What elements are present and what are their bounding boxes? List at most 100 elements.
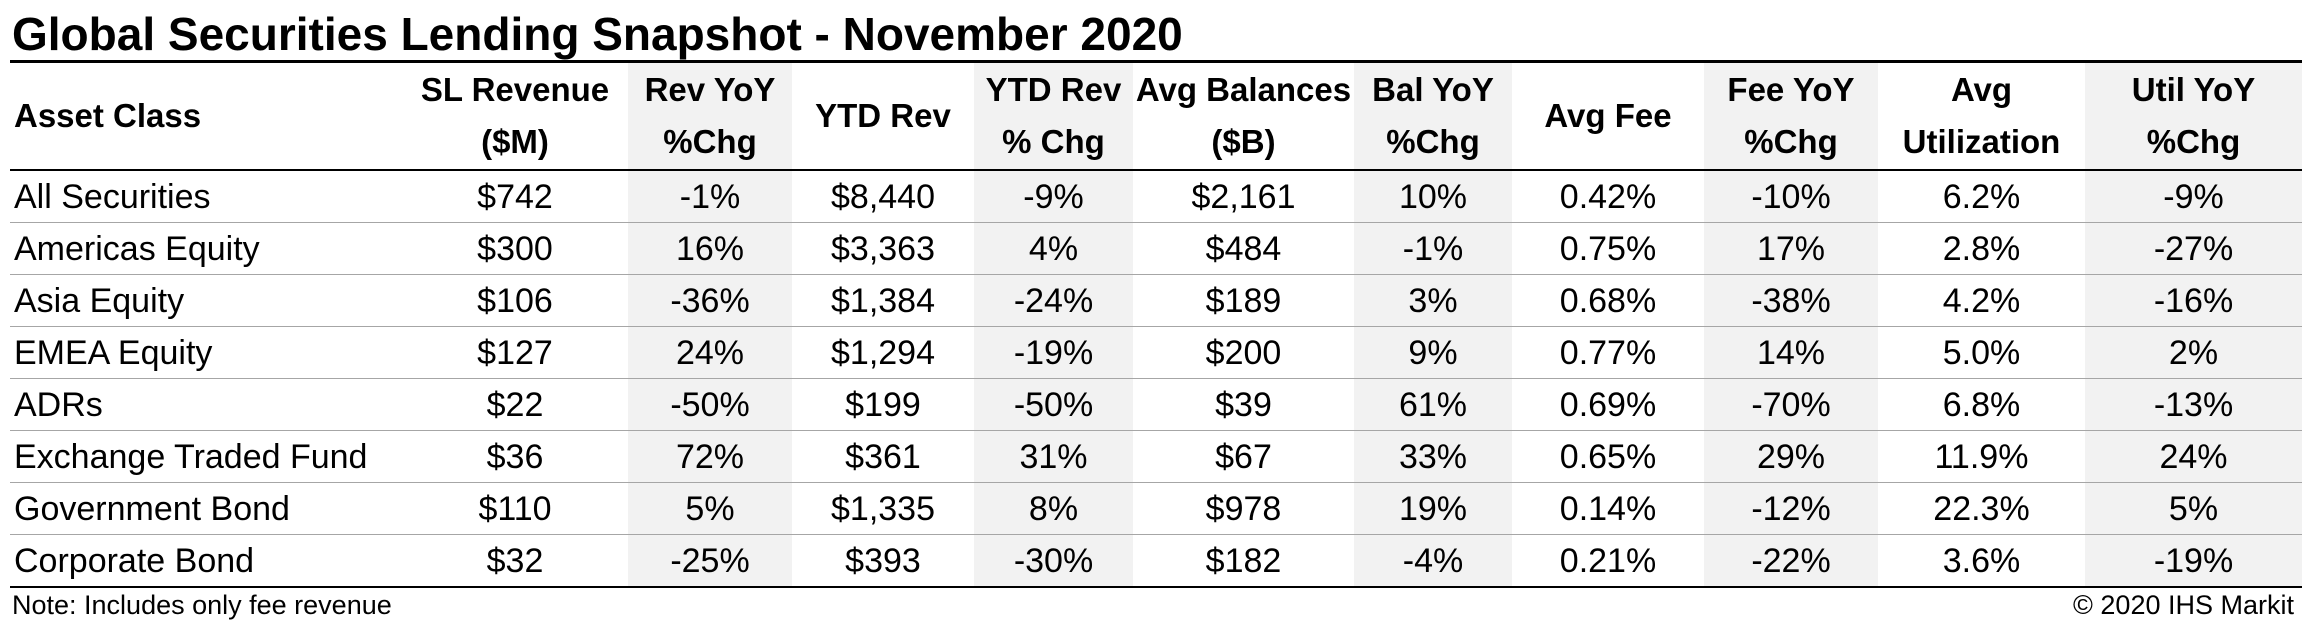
table-cell: $361: [792, 430, 974, 483]
table-cell: 3%: [1354, 274, 1512, 327]
table-cell: 8%: [974, 482, 1133, 535]
table-cell: $32: [402, 534, 628, 588]
asset-class-cell: EMEA Equity: [10, 326, 402, 379]
table-cell: 72%: [628, 430, 792, 483]
table-cell: 9%: [1354, 326, 1512, 379]
table-cell: -27%: [2085, 222, 2302, 275]
table-cell: -50%: [974, 378, 1133, 431]
column-header-line: Avg Balances: [1135, 71, 1352, 108]
table-cell: 4.2%: [1878, 274, 2085, 327]
table-cell: 5%: [2085, 482, 2302, 535]
table-cell: -19%: [974, 326, 1133, 379]
column-header-line: % Chg: [1002, 123, 1105, 160]
table-cell: $22: [402, 378, 628, 431]
table-cell: $3,363: [792, 222, 974, 275]
table-cell: $182: [1133, 534, 1354, 588]
table-cell: 29%: [1704, 430, 1878, 483]
table-cell: $978: [1133, 482, 1354, 535]
table-cell: -50%: [628, 378, 792, 431]
table-cell: $1,294: [792, 326, 974, 379]
column-header: Rev YoY %Chg: [628, 63, 792, 171]
column-header-line: Fee YoY: [1727, 71, 1855, 108]
table-cell: 2%: [2085, 326, 2302, 379]
table-cell: -38%: [1704, 274, 1878, 327]
column-header: SL Revenue ($M): [402, 63, 628, 171]
table-cell: 14%: [1704, 326, 1878, 379]
column-header: Avg Balances ($B): [1133, 63, 1354, 171]
table-cell: 10%: [1354, 170, 1512, 223]
table-cell: 17%: [1704, 222, 1878, 275]
table-cell: 61%: [1354, 378, 1512, 431]
table-cell: 0.65%: [1512, 430, 1704, 483]
column-header-line: ($M): [481, 123, 549, 160]
asset-class-cell: Corporate Bond: [10, 534, 402, 588]
table-cell: -9%: [974, 170, 1133, 223]
table-cell: $1,384: [792, 274, 974, 327]
table-cell: -24%: [974, 274, 1133, 327]
header-row: Asset Class SL Revenue ($M) Rev YoY %Chg YTD …: [10, 63, 2302, 171]
table-cell: 0.14%: [1512, 482, 1704, 535]
table-cell: 24%: [2085, 430, 2302, 483]
table-cell: $189: [1133, 274, 1354, 327]
table-cell: 0.77%: [1512, 326, 1704, 379]
table-cell: -1%: [1354, 222, 1512, 275]
table-cell: 2.8%: [1878, 222, 2085, 275]
table-row: Americas Equity $300 16% $3,363 4% $484 -1% 0.7…: [10, 222, 2302, 275]
table-cell: -10%: [1704, 170, 1878, 223]
table-cell: 0.69%: [1512, 378, 1704, 431]
table-cell: 31%: [974, 430, 1133, 483]
table-cell: 6.8%: [1878, 378, 2085, 431]
table-cell: -30%: [974, 534, 1133, 588]
column-header-line: Rev YoY: [644, 71, 776, 108]
table-cell: 0.75%: [1512, 222, 1704, 275]
column-header-line: %Chg: [663, 123, 757, 160]
table-cell: $127: [402, 326, 628, 379]
column-header-line: %Chg: [1744, 123, 1838, 160]
table-row: Exchange Traded Fund $36 72% $361 31% $67 33% 0…: [10, 430, 2302, 483]
table-row: Government Bond $110 5% $1,335 8% $978 19% 0.14…: [10, 482, 2302, 535]
table-cell: $2,161: [1133, 170, 1354, 223]
table-cell: $200: [1133, 326, 1354, 379]
column-header: Asset Class: [10, 63, 402, 171]
table-body: All Securities $742 -1% $8,440 -9% $2,161 10% 0…: [10, 170, 2302, 588]
table-cell: -19%: [2085, 534, 2302, 588]
table-cell: 22.3%: [1878, 482, 2085, 535]
table-cell: -70%: [1704, 378, 1878, 431]
column-header: Bal YoY %Chg: [1354, 63, 1512, 171]
table-cell: 0.42%: [1512, 170, 1704, 223]
table-cell: 0.68%: [1512, 274, 1704, 327]
securities-lending-table: Asset Class SL Revenue ($M) Rev YoY %Chg YTD …: [10, 63, 2302, 588]
table-cell: $393: [792, 534, 974, 588]
table-cell: $742: [402, 170, 628, 223]
column-header-line: Avg: [1950, 71, 2013, 108]
table-cell: -4%: [1354, 534, 1512, 588]
column-header-line: Asset Class: [14, 97, 202, 134]
table-cell: $8,440: [792, 170, 974, 223]
column-header-line: Avg Fee: [1544, 97, 1672, 134]
table-cell: -22%: [1704, 534, 1878, 588]
column-header-line: %Chg: [2146, 123, 2241, 160]
table-row: ADRs $22 -50% $199 -50% $39 61% 0.69% -70% 6.8% -1…: [10, 378, 2302, 431]
column-header: Avg Utilization: [1878, 63, 2085, 171]
column-header-line: Utilization: [1902, 123, 2061, 160]
table-row: Corporate Bond $32 -25% $393 -30% $182 -4% 0.21…: [10, 534, 2302, 588]
table-cell: $36: [402, 430, 628, 483]
table-cell: $1,335: [792, 482, 974, 535]
table-cell: 19%: [1354, 482, 1512, 535]
asset-class-cell: Exchange Traded Fund: [10, 430, 402, 483]
table-cell: $110: [402, 482, 628, 535]
column-header: Avg Fee: [1512, 63, 1704, 171]
column-header-line: %Chg: [1386, 123, 1480, 160]
column-header: Fee YoY %Chg: [1704, 63, 1878, 171]
table-cell: $300: [402, 222, 628, 275]
asset-class-cell: Americas Equity: [10, 222, 402, 275]
column-header-line: Bal YoY: [1372, 71, 1494, 108]
table-cell: 33%: [1354, 430, 1512, 483]
title-divider: [10, 60, 2302, 63]
table-cell: 3.6%: [1878, 534, 2085, 588]
column-header: YTD Rev: [792, 63, 974, 171]
table-row: All Securities $742 -1% $8,440 -9% $2,161 10% 0…: [10, 170, 2302, 223]
asset-class-cell: Government Bond: [10, 482, 402, 535]
table-cell: 24%: [628, 326, 792, 379]
table-row: EMEA Equity $127 24% $1,294 -19% $200 9% 0.77% 1…: [10, 326, 2302, 379]
